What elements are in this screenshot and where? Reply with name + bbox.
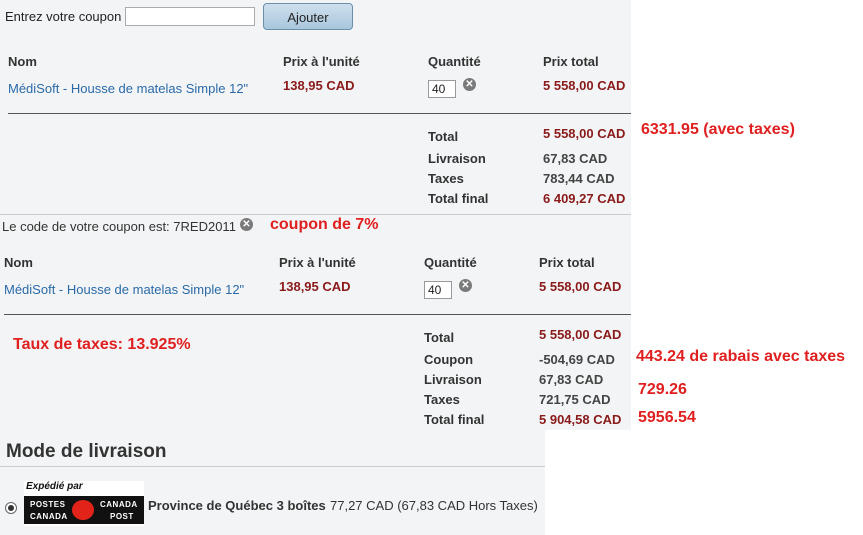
remove-item-icon[interactable]: ✕ xyxy=(459,279,472,292)
cart-panel-top xyxy=(0,0,631,216)
coupon-input[interactable] xyxy=(125,7,255,26)
annotation-discount: 443.24 de rabais avec taxes xyxy=(636,348,846,365)
summary-total-value: 5 558,00 CAD xyxy=(539,327,622,342)
col-header-total-price: Prix total xyxy=(543,54,599,69)
summary-coupon-label: Coupon xyxy=(424,352,474,367)
add-coupon-button[interactable]: Ajouter xyxy=(263,3,353,30)
coupon-applied-text: Le code de votre coupon est: 7RED2011 xyxy=(2,219,236,234)
quantity-input[interactable]: 40 xyxy=(428,80,456,98)
summary-taxes-value: 783,44 CAD xyxy=(543,171,615,186)
remove-coupon-icon[interactable]: ✕ xyxy=(240,218,253,231)
col-header-unit-price: Prix à l'unité xyxy=(279,255,356,270)
summary-total-label: Total xyxy=(428,129,459,144)
unit-price: 138,95 CAD xyxy=(279,279,351,294)
summary-total-label: Total xyxy=(424,330,455,345)
summary-coupon-value: -504,69 CAD xyxy=(539,352,615,367)
col-header-quantity: Quantité xyxy=(428,54,481,69)
canada-post-logo: Expédié par POSTES CANADA CANADA POST xyxy=(24,481,144,526)
summary-final-label: Total final xyxy=(424,412,485,427)
summary-shipping-value: 67,83 CAD xyxy=(543,151,608,166)
annotation-shipping-calc: 729.26 xyxy=(638,381,687,398)
shipping-section-title: Mode de livraison xyxy=(6,441,167,462)
divider xyxy=(8,113,631,114)
canada-post-emblem-icon xyxy=(72,500,94,520)
logo-text: POST xyxy=(110,512,134,521)
col-header-name: Nom xyxy=(4,255,33,270)
coupon-label: Entrez votre coupon xyxy=(5,9,122,24)
summary-final-value: 5 904,58 CAD xyxy=(539,412,622,427)
product-link[interactable]: MédiSoft - Housse de matelas Simple 12" xyxy=(4,282,245,297)
remove-item-icon[interactable]: ✕ xyxy=(463,78,476,91)
col-header-name: Nom xyxy=(8,54,37,69)
annotation-with-taxes: 6331.95 (avec taxes) xyxy=(641,121,795,138)
shipped-by-label: Expédié par xyxy=(26,481,83,492)
summary-taxes-label: Taxes xyxy=(428,171,464,186)
divider xyxy=(0,214,631,215)
logo-text: CANADA xyxy=(100,500,138,509)
product-link[interactable]: MédiSoft - Housse de matelas Simple 12" xyxy=(8,81,249,96)
quantity-input[interactable]: 40 xyxy=(424,281,452,299)
summary-shipping-label: Livraison xyxy=(424,372,482,387)
shipping-option-name: Province de Québec 3 boîtes xyxy=(148,498,326,513)
logo-text: POSTES xyxy=(30,500,66,509)
summary-shipping-label: Livraison xyxy=(428,151,486,166)
summary-taxes-value: 721,75 CAD xyxy=(539,392,611,407)
divider xyxy=(0,466,545,467)
shipping-option-radio[interactable] xyxy=(5,502,17,514)
shipping-option-price: 77,27 CAD (67,83 CAD Hors Taxes) xyxy=(330,498,538,513)
divider xyxy=(4,314,631,315)
annotation-coupon-pct: coupon de 7% xyxy=(270,216,379,233)
summary-shipping-value: 67,83 CAD xyxy=(539,372,604,387)
summary-taxes-label: Taxes xyxy=(424,392,460,407)
cart-panel-bottom xyxy=(0,216,631,430)
col-header-quantity: Quantité xyxy=(424,255,477,270)
unit-price: 138,95 CAD xyxy=(283,78,355,93)
summary-total-value: 5 558,00 CAD xyxy=(543,126,626,141)
row-total-price: 5 558,00 CAD xyxy=(539,279,622,294)
logo-text: CANADA xyxy=(30,512,68,521)
summary-final-label: Total final xyxy=(428,191,489,206)
annotation-tax-rate: Taux de taxes: 13.925% xyxy=(13,336,191,353)
col-header-unit-price: Prix à l'unité xyxy=(283,54,360,69)
summary-final-value: 6 409,27 CAD xyxy=(543,191,626,206)
annotation-final-calc: 5956.54 xyxy=(638,409,696,426)
row-total-price: 5 558,00 CAD xyxy=(543,78,626,93)
col-header-total-price: Prix total xyxy=(539,255,595,270)
